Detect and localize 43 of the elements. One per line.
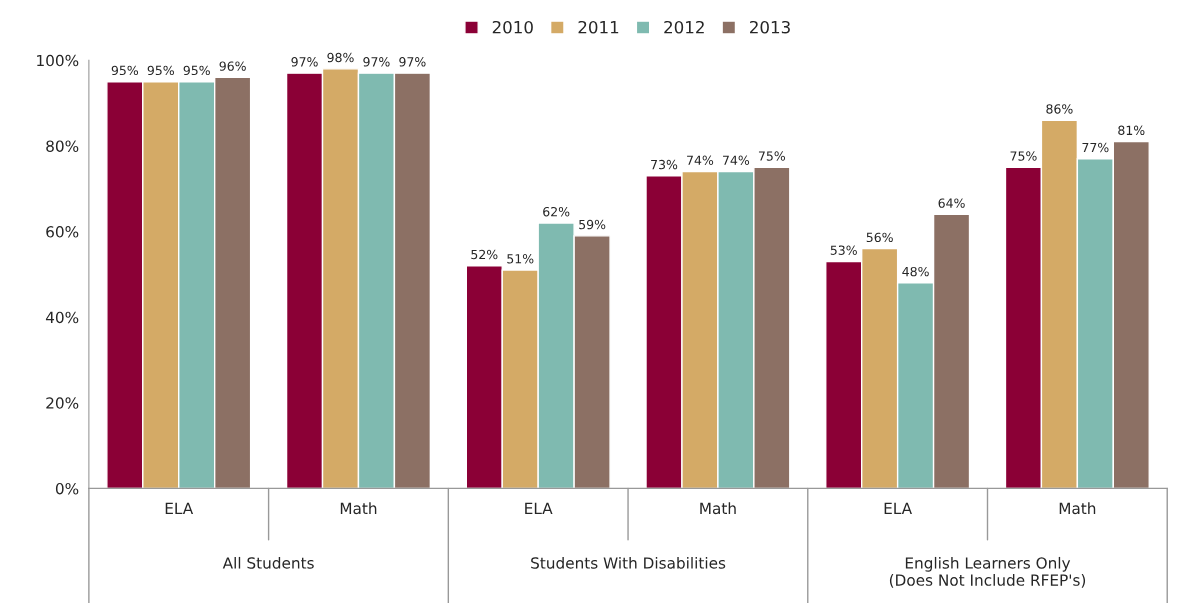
- data-label: 74%: [687, 155, 714, 166]
- text: Students With Disabilities: [531, 556, 726, 569]
- data-label: 75%: [758, 151, 786, 161]
- data-label: 51%: [507, 254, 534, 264]
- data-label: 77%: [1082, 142, 1109, 153]
- text: All Students: [222, 556, 314, 569]
- data-label: 62%: [543, 206, 570, 217]
- data-label: 73%: [651, 159, 678, 170]
- data-label: 97%: [399, 57, 426, 67]
- x-tick-label: Math: [700, 502, 736, 515]
- data-label: 98%: [327, 52, 354, 63]
- x-tick-label: ELA: [165, 502, 194, 514]
- data-label: 74%: [723, 155, 750, 166]
- data-label: 53%: [830, 245, 857, 255]
- data-label: 56%: [866, 232, 893, 243]
- data-label: 64%: [938, 198, 965, 208]
- data-label: 59%: [579, 219, 606, 230]
- legend-label: 2012: [664, 20, 704, 34]
- x-tick-label: ELA: [884, 502, 912, 514]
- text: English Learners Only (Does Not Include RFEP's): [889, 556, 1086, 588]
- data-label: 48%: [902, 266, 929, 277]
- y-tick-label: 40%: [45, 311, 79, 324]
- x-tick-label: ELA: [525, 502, 553, 514]
- x-tick-label: Math: [1059, 502, 1096, 515]
- data-label: 97%: [363, 57, 390, 67]
- data-label: 96%: [219, 61, 246, 71]
- y-tick-label: 100%: [37, 54, 79, 67]
- y-tick-label: 0%: [55, 482, 79, 495]
- data-label: 75%: [1010, 151, 1037, 161]
- y-tick-label: 60%: [46, 226, 79, 238]
- data-label: 95%: [111, 65, 139, 76]
- y-tick-label: 20%: [46, 397, 79, 409]
- legend-label: 2010: [492, 20, 533, 34]
- data-label: 95%: [147, 65, 174, 76]
- x-tick-label: Math: [340, 502, 377, 515]
- data-label: 97%: [291, 57, 318, 67]
- data-label: 81%: [1118, 125, 1145, 136]
- data-label: 95%: [183, 65, 210, 76]
- y-tick-label: 80%: [46, 140, 79, 152]
- legend-label: 2013: [750, 20, 790, 34]
- legend-label: 2011: [578, 20, 619, 34]
- data-label: 52%: [471, 249, 498, 260]
- data-label: 86%: [1046, 104, 1073, 114]
